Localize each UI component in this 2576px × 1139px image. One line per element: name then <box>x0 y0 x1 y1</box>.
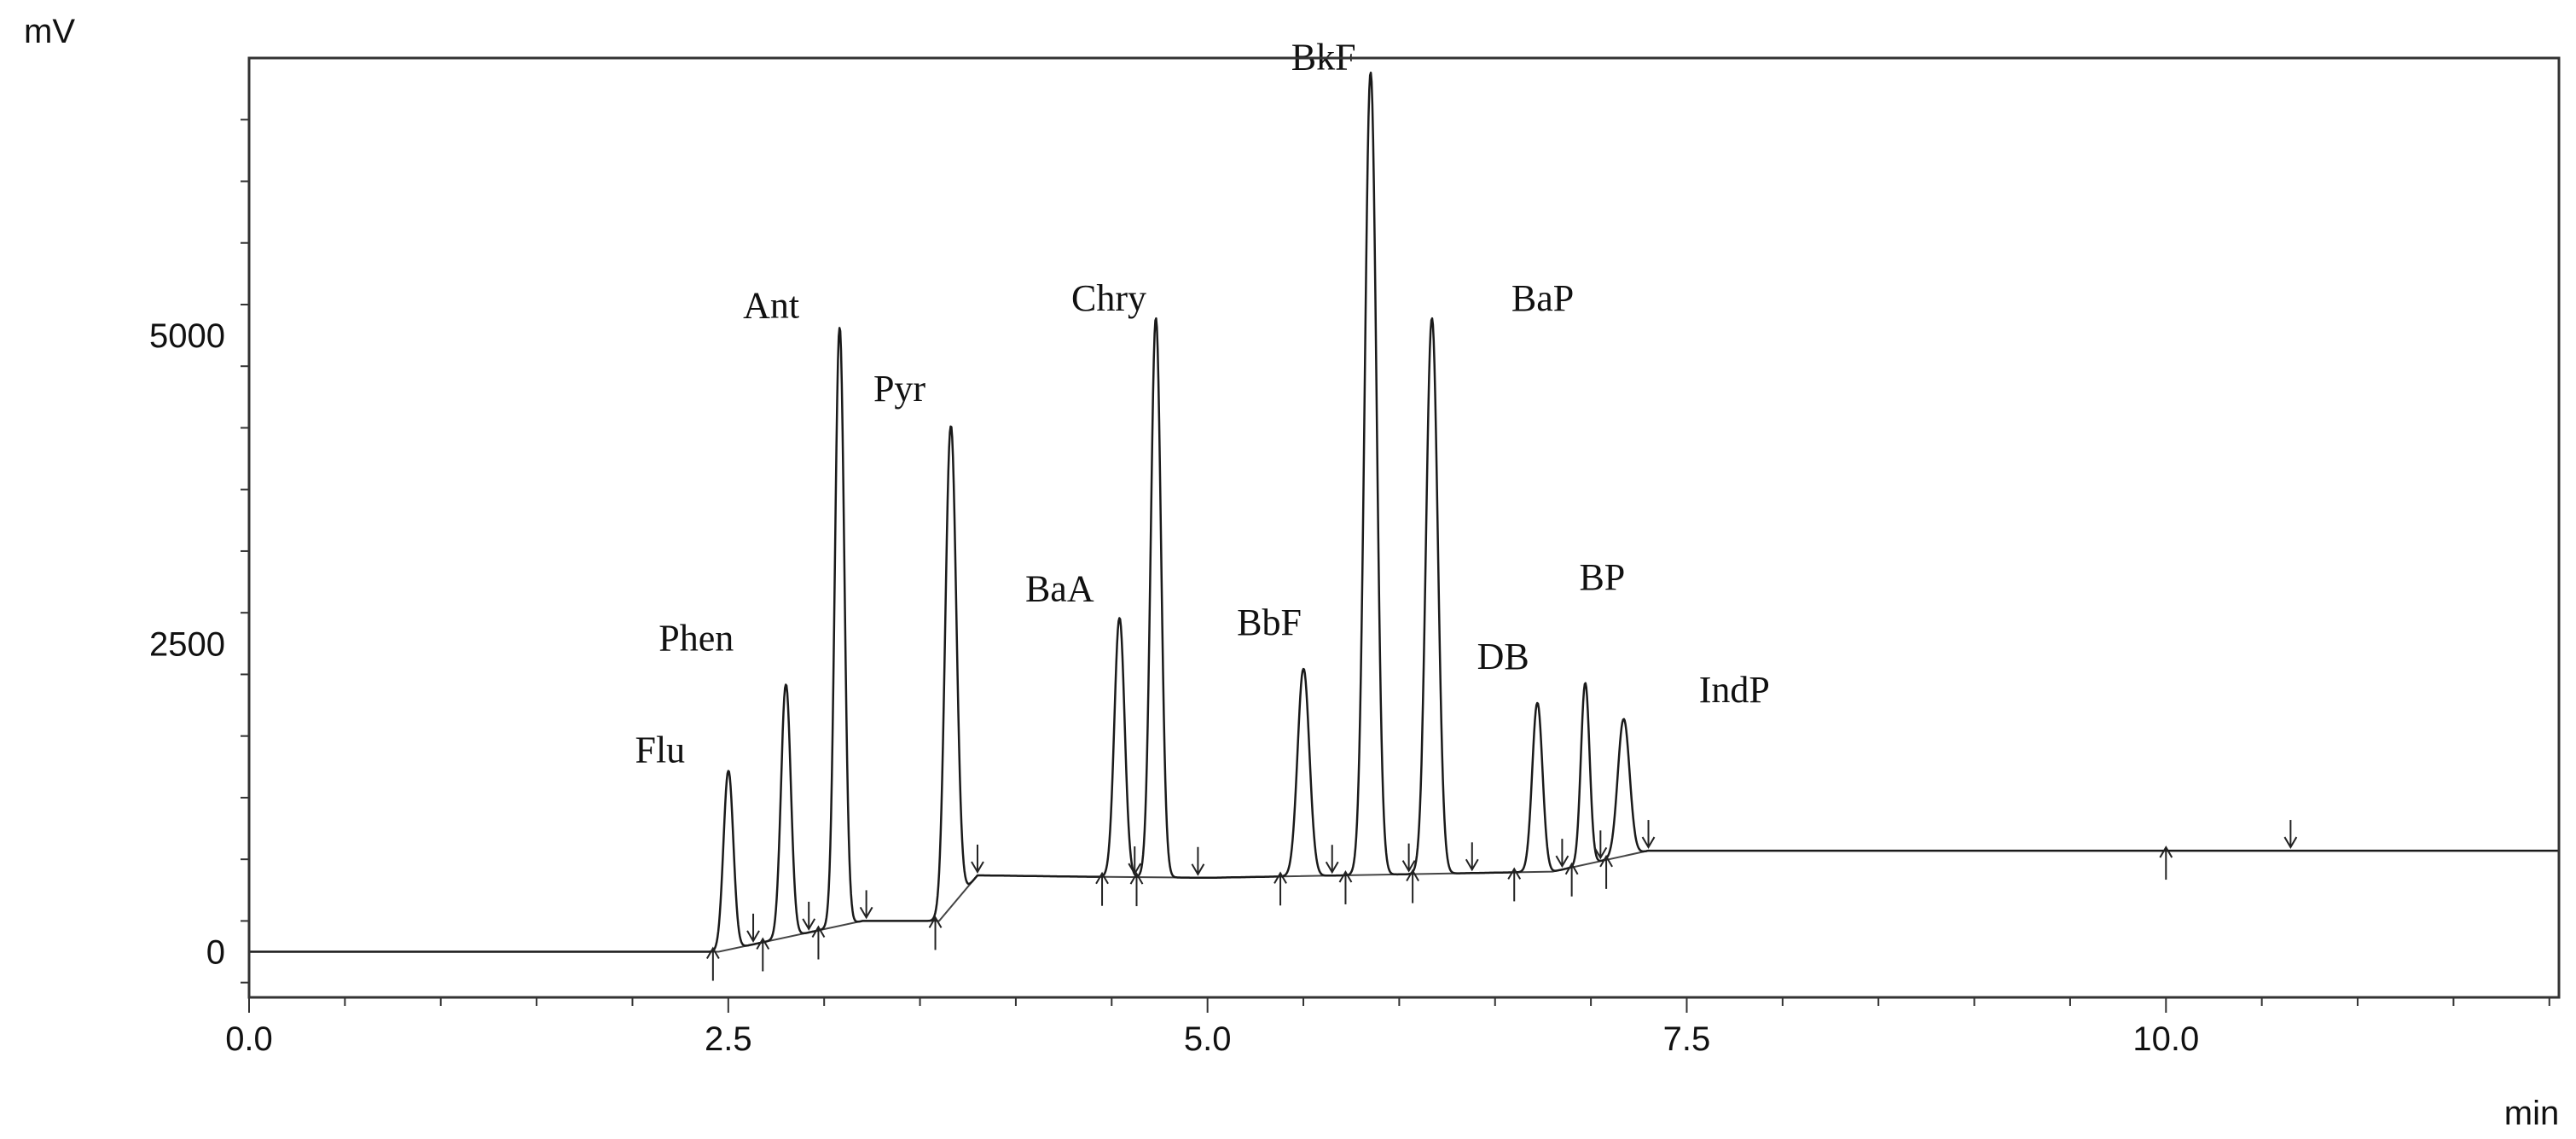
integration-end-marker <box>1593 830 1608 860</box>
signal-trace <box>248 71 2559 953</box>
peak-label-indp: IndP <box>1699 669 1770 711</box>
peak-label-bbf: BbF <box>1237 601 1302 643</box>
y-tick-label: 2500 <box>149 625 225 663</box>
peak-label-chry: Chry <box>1071 277 1146 319</box>
integration-start-marker <box>2159 846 2173 880</box>
peak-label-db: DB <box>1477 636 1529 677</box>
integration-end-marker <box>971 844 984 874</box>
integration-markers <box>705 820 2298 981</box>
integration-start-marker <box>1507 867 1522 902</box>
x-axis-ticks: 0.0 2.5 5.0 7.5 10.0 <box>225 997 2550 1058</box>
y-axis-ticks: 0 2500 5000 <box>149 119 249 984</box>
chromatogram-trace <box>248 71 2559 953</box>
integration-end-marker <box>1555 839 1569 869</box>
integration-end-marker <box>1325 845 1339 875</box>
integration-start-marker <box>1406 869 1419 904</box>
integration-start-marker <box>1095 871 1109 906</box>
plot-frame <box>247 56 2561 999</box>
integration-end-marker <box>2283 820 2298 850</box>
integration-start-marker <box>756 937 770 972</box>
y-tick-label: 0 <box>206 934 225 972</box>
integration-start-marker <box>1273 871 1287 906</box>
x-axis-unit-label: min <box>2504 1095 2559 1132</box>
integration-start-marker <box>928 915 943 950</box>
integration-start-marker <box>705 946 720 981</box>
peak-label-bap: BaP <box>1511 277 1574 319</box>
integration-start-marker <box>1129 872 1144 907</box>
peak-label-phen: Phen <box>659 617 734 659</box>
y-tick-label: 5000 <box>149 317 225 355</box>
peak-label-baa: BaA <box>1025 567 1094 609</box>
integration-start-marker <box>1599 854 1613 889</box>
peak-label-ant: Ant <box>743 284 799 326</box>
x-tick-label: 0.0 <box>225 1020 273 1058</box>
x-tick-label: 5.0 <box>1184 1020 1232 1058</box>
integration-end-marker <box>1191 846 1205 876</box>
y-axis-unit-label: mV <box>24 13 75 50</box>
integration-end-marker <box>1128 846 1142 876</box>
integration-end-marker <box>1465 842 1479 872</box>
x-tick-label: 7.5 <box>1663 1020 1711 1058</box>
peak-label-pyr: Pyr <box>873 368 925 410</box>
peak-label-flu: Flu <box>635 729 685 771</box>
integration-end-marker <box>1641 820 1656 850</box>
integration-end-marker <box>746 913 760 943</box>
x-tick-label: 2.5 <box>705 1020 752 1058</box>
integration-end-marker <box>859 890 873 920</box>
integration-end-marker <box>802 901 816 931</box>
integration-start-marker <box>1564 862 1579 897</box>
integration-end-marker <box>1401 843 1416 873</box>
x-tick-label: 10.0 <box>2132 1020 2199 1058</box>
peak-label-bp: BP <box>1579 556 1625 598</box>
integration-start-marker <box>1338 869 1353 904</box>
integration-start-marker <box>811 925 826 960</box>
